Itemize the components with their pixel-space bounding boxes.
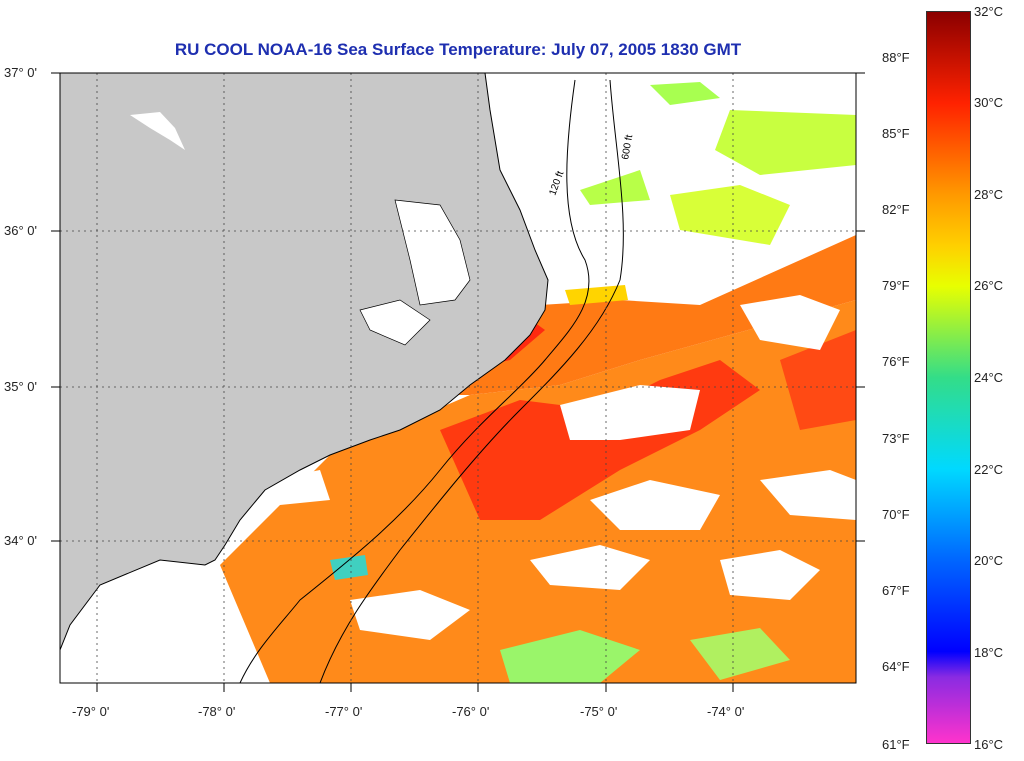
lon-label-76: -76° 0' bbox=[452, 704, 490, 719]
lat-label-34: 34° 0' bbox=[4, 533, 37, 548]
colorbar bbox=[926, 11, 971, 744]
sst-cool-ne-2 bbox=[670, 185, 790, 245]
sst-swath-central bbox=[410, 235, 856, 395]
c-tick-20: 20°C bbox=[974, 553, 1004, 568]
sst-cool-south-2 bbox=[690, 628, 790, 680]
f-tick-73: 73°F bbox=[882, 431, 910, 446]
c-tick-18: 18°C bbox=[974, 645, 1004, 660]
f-tick-70: 70°F bbox=[882, 507, 910, 522]
lon-label-74: -74° 0' bbox=[707, 704, 745, 719]
map-frame bbox=[59, 72, 857, 684]
lat-label-37: 37° 0' bbox=[4, 65, 37, 80]
f-tick-61: 61°F bbox=[882, 737, 910, 752]
sst-cool-south bbox=[500, 630, 640, 683]
f-tick-64: 64°F bbox=[882, 659, 910, 674]
map-title: RU COOL NOAA-16 Sea Surface Temperature:… bbox=[174, 40, 742, 59]
contour-label-600ft: 600 ft bbox=[620, 134, 635, 161]
cloud-2 bbox=[740, 295, 840, 350]
graticule bbox=[60, 73, 856, 683]
sst-cool-west bbox=[330, 555, 368, 580]
cloud-5 bbox=[350, 590, 470, 640]
c-tick-22: 22°C bbox=[974, 462, 1004, 477]
c-tick-28: 28°C bbox=[974, 187, 1004, 202]
f-tick-82: 82°F bbox=[882, 202, 910, 217]
cloud-4 bbox=[760, 470, 856, 520]
lon-label-78: -78° 0' bbox=[198, 704, 236, 719]
sst-yellow-patch bbox=[565, 285, 628, 305]
c-tick-30: 30°C bbox=[974, 95, 1004, 110]
sst-cool-north bbox=[650, 82, 720, 105]
cloud-6 bbox=[530, 545, 650, 590]
lon-label-75: -75° 0' bbox=[580, 704, 618, 719]
c-tick-24: 24°C bbox=[974, 370, 1004, 385]
lon-label-77: -77° 0' bbox=[325, 704, 363, 719]
f-tick-79: 79°F bbox=[882, 278, 910, 293]
lake bbox=[130, 112, 185, 150]
c-tick-32: 32°C bbox=[974, 4, 1004, 19]
cloud-3 bbox=[590, 480, 720, 530]
lat-label-35: 35° 0' bbox=[4, 379, 37, 394]
f-tick-67: 67°F bbox=[882, 583, 910, 598]
sst-cool-ne bbox=[715, 110, 856, 175]
f-tick-85: 85°F bbox=[882, 126, 910, 141]
f-tick-88: 88°F bbox=[882, 50, 910, 65]
contour-600ft bbox=[319, 79, 624, 683]
lat-label-36: 36° 0' bbox=[4, 223, 37, 238]
contour-120ft bbox=[239, 79, 590, 683]
axis-ticks bbox=[51, 72, 865, 692]
cloud-1 bbox=[560, 385, 700, 440]
f-tick-76: 76°F bbox=[882, 354, 910, 369]
c-tick-26: 26°C bbox=[974, 278, 1004, 293]
sst-hot-band-east bbox=[780, 330, 856, 430]
bay bbox=[359, 299, 431, 346]
lon-label-79: -79° 0' bbox=[72, 704, 110, 719]
c-tick-16: 16°C bbox=[974, 737, 1004, 752]
cloud-7 bbox=[720, 550, 820, 600]
sound bbox=[394, 199, 471, 306]
sst-cool-mid bbox=[580, 170, 650, 205]
